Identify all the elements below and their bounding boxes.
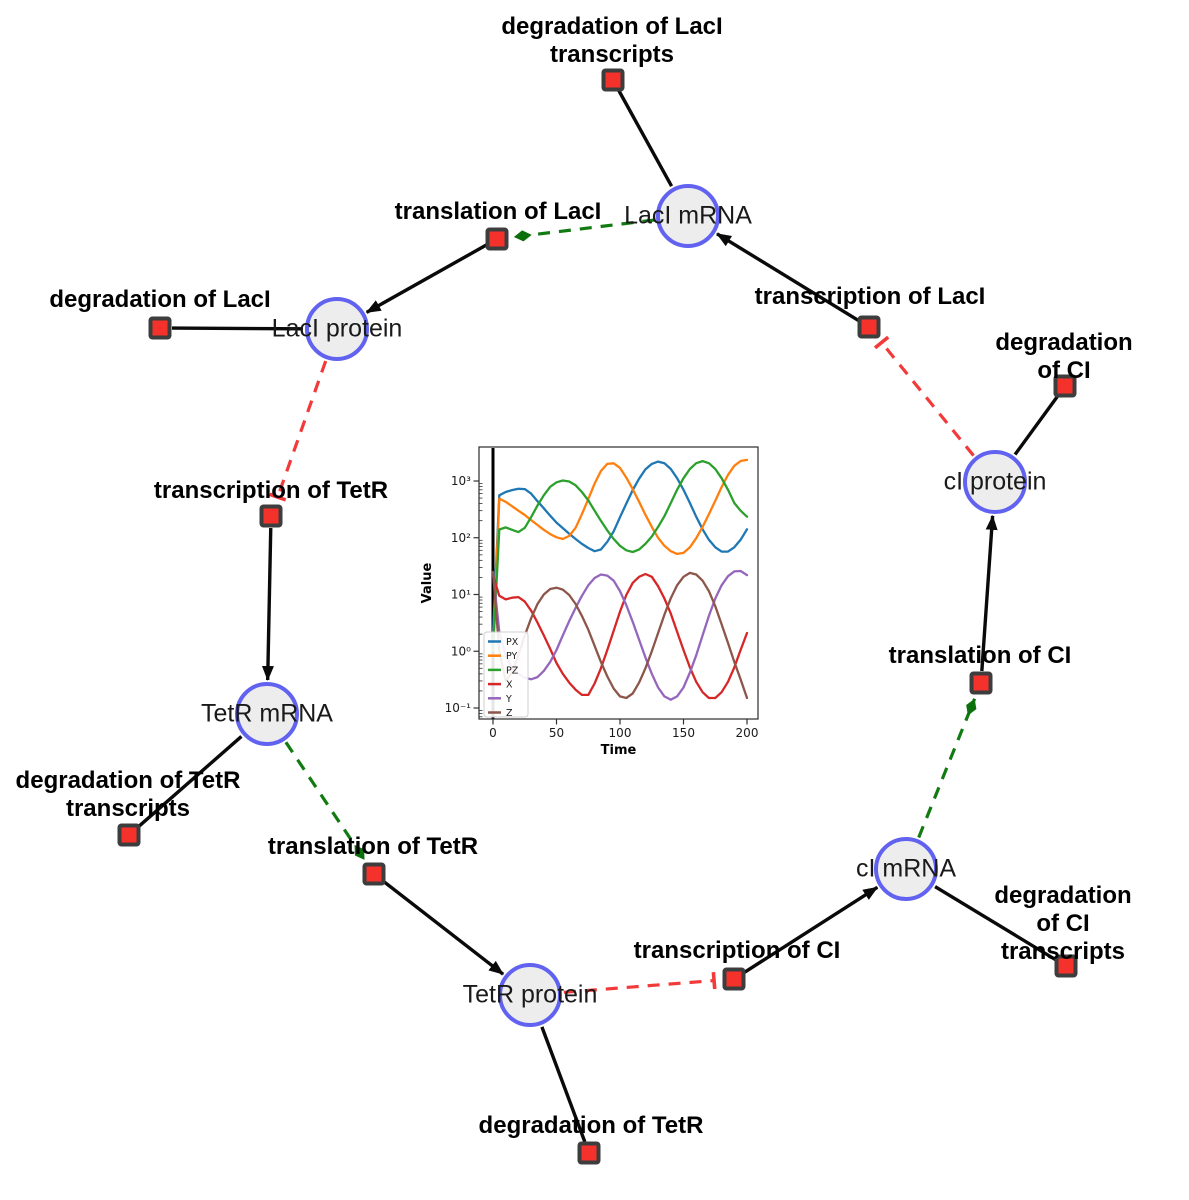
reaction-node-translation_ci[interactable] — [969, 671, 993, 695]
edge-laci_mrna-deg_laci_tx — [617, 89, 674, 188]
legend-label-X: X — [506, 680, 513, 691]
legend-label-PZ: PZ — [506, 665, 519, 676]
edge-ci_mrna-deg_ci_tx — [934, 885, 1057, 962]
y-tick-label: 10⁻¹ — [445, 701, 472, 715]
legend-label-PY: PY — [506, 651, 518, 662]
species-node-ci_mrna[interactable] — [874, 837, 938, 901]
x-tick-label: 150 — [672, 726, 695, 740]
series-line-PZ — [491, 459, 749, 653]
species-node-tetr_mrna[interactable] — [235, 682, 299, 746]
y-tick-label: 10³ — [451, 474, 471, 488]
x-axis-title: Time — [601, 743, 637, 758]
x-tick-label: 0 — [489, 726, 497, 740]
series-line-X — [491, 572, 749, 700]
reaction-node-translation_tetr[interactable] — [362, 862, 386, 886]
reaction-label-deg_laci: degradation of LacI — [49, 285, 271, 313]
y-axis-title: Value — [420, 562, 435, 603]
edge-tetr_mrna-deg_tetr_tx — [136, 735, 243, 829]
edge-translation_laci-laci_protein — [365, 243, 488, 314]
series-line-Z — [491, 570, 749, 700]
edge-ci_protein-deg_ci — [1013, 394, 1060, 456]
reaction-node-deg_laci[interactable] — [148, 316, 172, 340]
legend-label-Y: Y — [505, 694, 512, 705]
edge-transcription_tetr-tetr_mrna — [261, 527, 274, 682]
chart-axes-frame — [478, 446, 759, 720]
reaction-label-translation_tetr: translation of TetR — [267, 832, 479, 860]
species-node-tetr_protein[interactable] — [498, 963, 562, 1027]
reaction-label-deg_ci: degradation of CI — [995, 328, 1133, 384]
species-node-ci_protein[interactable] — [963, 450, 1027, 514]
legend-label-Z: Z — [506, 708, 513, 719]
edge-laci_protein-deg_laci — [171, 326, 304, 331]
reaction-node-transcription_ci[interactable] — [722, 967, 746, 991]
reaction-label-transcription_laci: transcription of LacI — [754, 282, 986, 310]
reaction-label-translation_laci: translation of LacI — [394, 197, 602, 225]
y-tick-label: 10¹ — [451, 588, 471, 602]
reaction-label-transcription_ci: transcription of CI — [633, 936, 841, 964]
edge-ci_protein-transcription_laci — [873, 335, 975, 457]
reaction-label-deg_tetr_tx: degradation of TetR transcripts — [15, 766, 241, 822]
y-tick-label: 10⁰ — [451, 644, 471, 658]
x-tick-label: 100 — [609, 726, 632, 740]
edge-transcription_ci-ci_mrna — [743, 885, 879, 974]
reaction-node-deg_ci_tx[interactable] — [1054, 954, 1078, 978]
edge-ci_mrna-translation_ci — [917, 698, 977, 839]
reaction-label-deg_laci_tx: degradation of LacI transcripts — [501, 12, 723, 68]
species-label-tetr_protein: TetR protein — [462, 980, 598, 1009]
x-tick-label: 200 — [736, 726, 759, 740]
reaction-node-transcription_tetr[interactable] — [259, 504, 283, 528]
reaction-node-deg_tetr[interactable] — [577, 1141, 601, 1165]
reaction-node-deg_tetr_tx[interactable] — [117, 823, 141, 847]
edge-transcription_laci-laci_mrna — [716, 232, 860, 323]
reaction-label-deg_tetr: degradation of TetR — [478, 1111, 704, 1139]
edge-translation_ci-ci_protein — [980, 514, 998, 672]
edge-tetr_protein-transcription_ci — [563, 971, 717, 994]
series-line-PY — [491, 458, 749, 653]
x-tick-label: 50 — [549, 726, 564, 740]
reaction-label-deg_ci_tx: degradation of CI transcripts — [994, 881, 1132, 966]
legend-box — [483, 631, 529, 718]
edge-tetr_protein-deg_tetr — [540, 1026, 587, 1143]
edge-translation_tetr-tetr_protein — [382, 880, 505, 976]
reaction-node-deg_ci[interactable] — [1053, 374, 1077, 398]
species-node-laci_mrna[interactable] — [656, 184, 720, 248]
series-line-Y — [491, 569, 749, 701]
legend-label-PX: PX — [506, 637, 519, 648]
series-line-PX — [491, 460, 749, 636]
reaction-label-translation_ci: translation of CI — [888, 641, 1072, 669]
reaction-node-transcription_laci[interactable] — [857, 315, 881, 339]
edge-laci_mrna-translation_laci — [513, 218, 655, 242]
reaction-label-transcription_tetr: transcription of TetR — [153, 476, 389, 504]
y-tick-label: 10² — [451, 531, 471, 545]
species-label-laci_protein: LacI protein — [271, 314, 403, 343]
species-node-laci_protein[interactable] — [305, 297, 369, 361]
reaction-node-translation_laci[interactable] — [485, 227, 509, 251]
chart-legend: PX PY PZ XYZ — [483, 631, 529, 719]
species-label-tetr_mrna: TetR mRNA — [201, 699, 333, 728]
reaction-node-deg_laci_tx[interactable] — [601, 68, 625, 92]
edge-tetr_mrna-translation_tetr — [284, 741, 366, 861]
edge-laci_protein-transcription_tetr — [269, 360, 328, 502]
species-label-ci_protein: cI protein — [943, 467, 1047, 496]
species-label-laci_mrna: LacI mRNA — [624, 201, 752, 230]
species-label-ci_mrna: cI mRNA — [856, 854, 956, 883]
